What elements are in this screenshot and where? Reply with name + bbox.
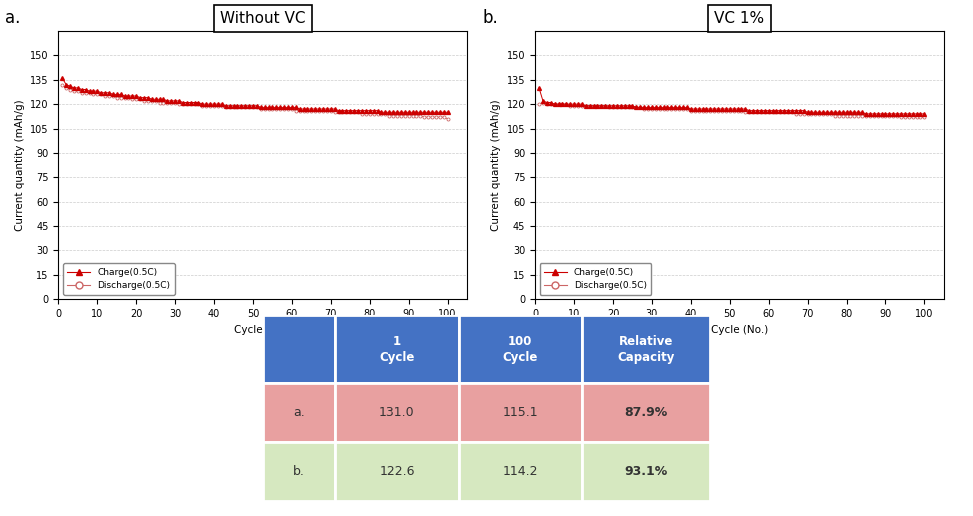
Text: 93.1%: 93.1% (625, 465, 667, 478)
Charge(0.5C) (376, 109, 387, 116)
Bar (336, 315, 458, 383)
Charge(0.5C) (860, 111, 872, 117)
Discharge(0.5C) (411, 112, 422, 119)
Discharge(0.5C) (611, 104, 623, 110)
Discharge(0.5C) (736, 107, 747, 114)
Charge(0.5C) (533, 85, 545, 91)
Discharge(0.5C) (891, 112, 903, 119)
Text: Relative
Capacity: Relative Capacity (617, 334, 674, 364)
X-axis label: Cycle (No.): Cycle (No.) (711, 325, 768, 334)
Discharge(0.5C) (255, 106, 267, 112)
Charge(0.5C) (146, 96, 158, 102)
Line: Discharge(0.5C): Discharge(0.5C) (537, 101, 926, 119)
Title: VC 1%: VC 1% (714, 11, 765, 26)
Discharge(0.5C) (442, 116, 453, 122)
Discharge(0.5C) (422, 114, 434, 120)
Discharge(0.5C) (895, 114, 907, 120)
Discharge(0.5C) (130, 96, 142, 102)
Charge(0.5C) (130, 93, 142, 99)
Legend: Charge(0.5C), Discharge(0.5C): Charge(0.5C), Discharge(0.5C) (540, 263, 652, 295)
Discharge(0.5C) (286, 106, 298, 112)
Bar (263, 315, 336, 383)
Text: a.: a. (5, 9, 20, 27)
Line: Discharge(0.5C): Discharge(0.5C) (60, 83, 450, 120)
Text: 122.6: 122.6 (379, 465, 414, 478)
Bar (263, 383, 336, 442)
Text: b.: b. (482, 9, 498, 27)
Text: a.: a. (293, 406, 305, 420)
Discharge(0.5C) (537, 100, 549, 106)
Text: 1
Cycle: 1 Cycle (379, 334, 414, 364)
Charge(0.5C) (607, 103, 619, 109)
Text: 131.0: 131.0 (379, 406, 414, 420)
Charge(0.5C) (414, 109, 426, 116)
Discharge(0.5C) (907, 114, 919, 120)
Bar (582, 315, 710, 383)
Y-axis label: Current quantity (mAh/g): Current quantity (mAh/g) (491, 99, 501, 231)
Charge(0.5C) (763, 107, 775, 114)
Y-axis label: Current quantity (mAh/g): Current quantity (mAh/g) (15, 99, 24, 231)
X-axis label: Cycle (No.): Cycle (No.) (234, 325, 291, 334)
Charge(0.5C) (286, 104, 298, 110)
Discharge(0.5C) (919, 114, 930, 120)
Charge(0.5C) (919, 111, 930, 117)
Discharge(0.5C) (533, 101, 545, 107)
Charge(0.5C) (732, 106, 743, 112)
Line: Charge(0.5C): Charge(0.5C) (537, 86, 926, 116)
Bar (458, 315, 582, 383)
Charge(0.5C) (56, 75, 68, 81)
Title: Without VC: Without VC (220, 11, 306, 26)
Bar (458, 383, 582, 442)
Bar (458, 442, 582, 501)
Bar (336, 442, 458, 501)
Line: Charge(0.5C): Charge(0.5C) (60, 76, 450, 114)
Discharge(0.5C) (56, 82, 68, 88)
Text: 100
Cycle: 100 Cycle (502, 334, 538, 364)
Charge(0.5C) (903, 111, 915, 117)
Discharge(0.5C) (627, 104, 638, 110)
Charge(0.5C) (891, 111, 903, 117)
Charge(0.5C) (442, 109, 453, 116)
Text: 114.2: 114.2 (502, 465, 538, 478)
Discharge(0.5C) (767, 109, 778, 116)
Charge(0.5C) (255, 104, 267, 110)
Bar (263, 442, 336, 501)
Bar (336, 383, 458, 442)
Text: 87.9%: 87.9% (625, 406, 667, 420)
Bar (582, 442, 710, 501)
Bar (582, 383, 710, 442)
Discharge(0.5C) (146, 98, 158, 104)
Charge(0.5C) (623, 103, 634, 109)
Text: 115.1: 115.1 (502, 406, 538, 420)
Legend: Charge(0.5C), Discharge(0.5C): Charge(0.5C), Discharge(0.5C) (63, 263, 175, 295)
Text: b.: b. (293, 465, 305, 478)
Charge(0.5C) (426, 109, 438, 116)
